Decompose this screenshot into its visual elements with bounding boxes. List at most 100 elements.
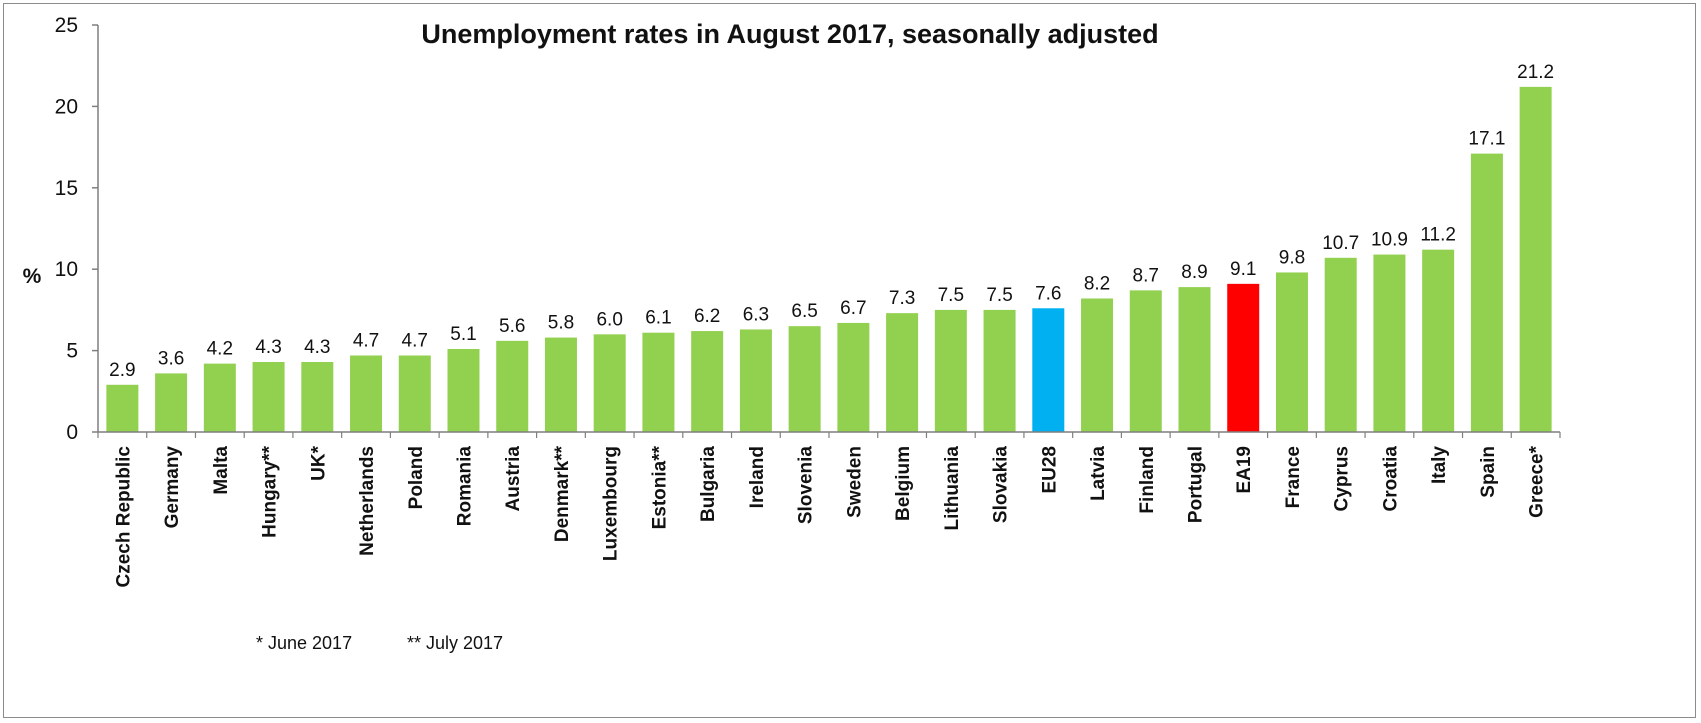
x-category-label: Greece* (1527, 445, 1548, 517)
bar-value-label: 7.3 (889, 288, 915, 309)
bar-value-label: 11.2 (1420, 225, 1456, 246)
bar-value-label: 4.2 (207, 339, 233, 360)
bar-value-label: 10.9 (1371, 230, 1408, 251)
bar-value-label: 6.5 (791, 301, 817, 322)
bar (1470, 153, 1503, 432)
y-axis: 0 5 10 15 20 25 (55, 14, 99, 444)
bar-value-label: 5.6 (499, 316, 525, 337)
x-category-label: Bulgaria (698, 446, 719, 522)
bar-value-label: 8.2 (1084, 274, 1110, 295)
bar-value-label: 9.1 (1230, 259, 1256, 280)
x-category-label: Spain (1478, 446, 1499, 498)
y-tick-label: 25 (55, 14, 78, 37)
x-category-label: Ireland (747, 446, 768, 508)
x-category-label: Austria (503, 446, 524, 512)
bar-value-label: 6.0 (596, 309, 622, 330)
x-category-label: Lithuania (942, 446, 963, 531)
x-category-label: Denmark** (552, 445, 573, 542)
x-category-label: Finland (1137, 446, 1158, 514)
x-category-label: EA19 (1234, 446, 1255, 494)
x-category-label: Slovenia (796, 446, 817, 525)
x-category-label: Portugal (1186, 446, 1207, 523)
bar (691, 331, 724, 432)
bar (642, 332, 675, 432)
bar-value-label: 6.1 (645, 308, 671, 329)
x-category-label: Germany (162, 446, 183, 529)
bar-value-label: 3.6 (158, 348, 184, 369)
bar (1275, 272, 1308, 432)
bar-value-label: 7.6 (1035, 283, 1061, 304)
bar (544, 337, 577, 432)
bar (983, 309, 1016, 432)
x-category-label: Sweden (844, 446, 865, 518)
bar-value-label: 8.9 (1181, 262, 1207, 283)
bars-group: 2.9 3.6 4.2 4.3 4.3 4.7 4.7 5.1 5.6 5.8 6.0 6.1 6.2 6… (106, 62, 1554, 432)
x-category-label: Czech Republic (113, 446, 134, 588)
bar-value-label: 2.9 (109, 360, 135, 381)
bar (398, 355, 431, 432)
x-category-label: Slovakia (991, 446, 1012, 524)
x-category-label: Latvia (1088, 446, 1109, 501)
bar-value-label: 17.1 (1468, 129, 1505, 150)
bar (203, 363, 236, 432)
y-tick-label: 10 (55, 258, 78, 281)
bar (1422, 249, 1455, 432)
bar (1324, 257, 1357, 432)
bar (496, 340, 529, 432)
bar (1373, 254, 1406, 432)
x-category-label: Netherlands (357, 446, 378, 556)
x-category-label: Luxembourg (601, 446, 622, 561)
y-tick-label: 5 (66, 340, 78, 363)
bar-value-label: 8.7 (1133, 265, 1159, 286)
bar (155, 373, 188, 432)
x-category-label: Belgium (893, 446, 914, 521)
x-category-label: Malta (211, 446, 232, 495)
bar-value-label: 4.3 (255, 337, 281, 358)
x-category-label: Cyprus (1332, 446, 1353, 511)
x-category-label: Italy (1429, 446, 1450, 484)
y-axis-label: % (23, 265, 42, 288)
bar (934, 309, 967, 432)
bar (788, 326, 821, 432)
bar (301, 361, 334, 432)
y-tick-label: 15 (55, 177, 78, 200)
bar (593, 334, 626, 432)
bar (1519, 86, 1552, 432)
x-axis: Czech Republic Germany Malta Hungary** UK* Ne… (97, 431, 1561, 588)
bar (350, 355, 383, 432)
bar (106, 384, 139, 432)
bar (739, 329, 772, 432)
bar-value-label: 4.7 (402, 330, 428, 351)
bar-value-label: 5.1 (450, 324, 476, 345)
bar (1129, 290, 1162, 432)
bar-value-label: 6.3 (743, 304, 769, 325)
bar (1178, 287, 1211, 432)
chart-title: Unemployment rates in August 2017, seaso… (421, 19, 1158, 49)
bar (886, 313, 919, 432)
x-category-label: France (1283, 446, 1304, 508)
bar-value-label: 21.2 (1517, 62, 1554, 83)
bar (447, 348, 480, 432)
bar-value-label: 6.7 (840, 298, 866, 319)
bar (1081, 298, 1114, 432)
x-category-label: Estonia** (649, 445, 670, 529)
y-tick-label: 20 (55, 95, 78, 118)
x-category-label: Poland (406, 446, 427, 509)
bar (1227, 283, 1260, 432)
x-category-label: Romania (455, 446, 476, 527)
bar-value-label: 4.3 (304, 337, 330, 358)
x-category-label: EU28 (1039, 446, 1060, 494)
x-category-label: Croatia (1380, 446, 1401, 512)
x-category-label: Hungary** (260, 445, 281, 537)
bar (1032, 308, 1065, 432)
bar-value-label: 7.5 (938, 285, 964, 306)
footnote-june: * June 2017 (256, 633, 352, 653)
bar-value-label: 6.2 (694, 306, 720, 327)
bar (252, 361, 285, 432)
bar-value-label: 10.7 (1322, 233, 1359, 254)
bar-value-label: 5.8 (548, 313, 574, 334)
footnote-july: ** July 2017 (407, 633, 503, 653)
bar-value-label: 9.8 (1279, 247, 1305, 268)
bar-value-label: 7.5 (986, 285, 1012, 306)
